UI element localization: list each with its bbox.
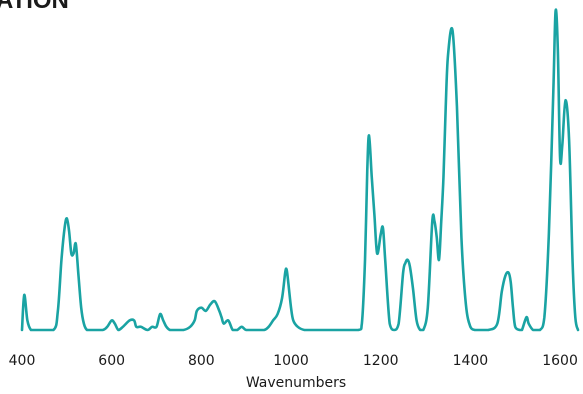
x-tick-label: 1600 xyxy=(542,353,578,369)
x-tick-label: 400 xyxy=(9,353,36,369)
x-axis-label: Wavenumbers xyxy=(246,375,346,391)
x-tick-label: 1200 xyxy=(363,353,399,369)
spectrum-line-0 xyxy=(20,8,580,332)
x-tick-label: 800 xyxy=(188,353,215,369)
x-axis-ticks: 400 600 800 1000 1200 1400 1600 xyxy=(9,353,578,369)
chart-title: ATION xyxy=(0,0,69,14)
x-tick-label: 1400 xyxy=(453,353,489,369)
x-tick-label: 600 xyxy=(98,353,125,369)
x-tick-label: 1000 xyxy=(273,353,309,369)
plot-area xyxy=(20,8,580,332)
